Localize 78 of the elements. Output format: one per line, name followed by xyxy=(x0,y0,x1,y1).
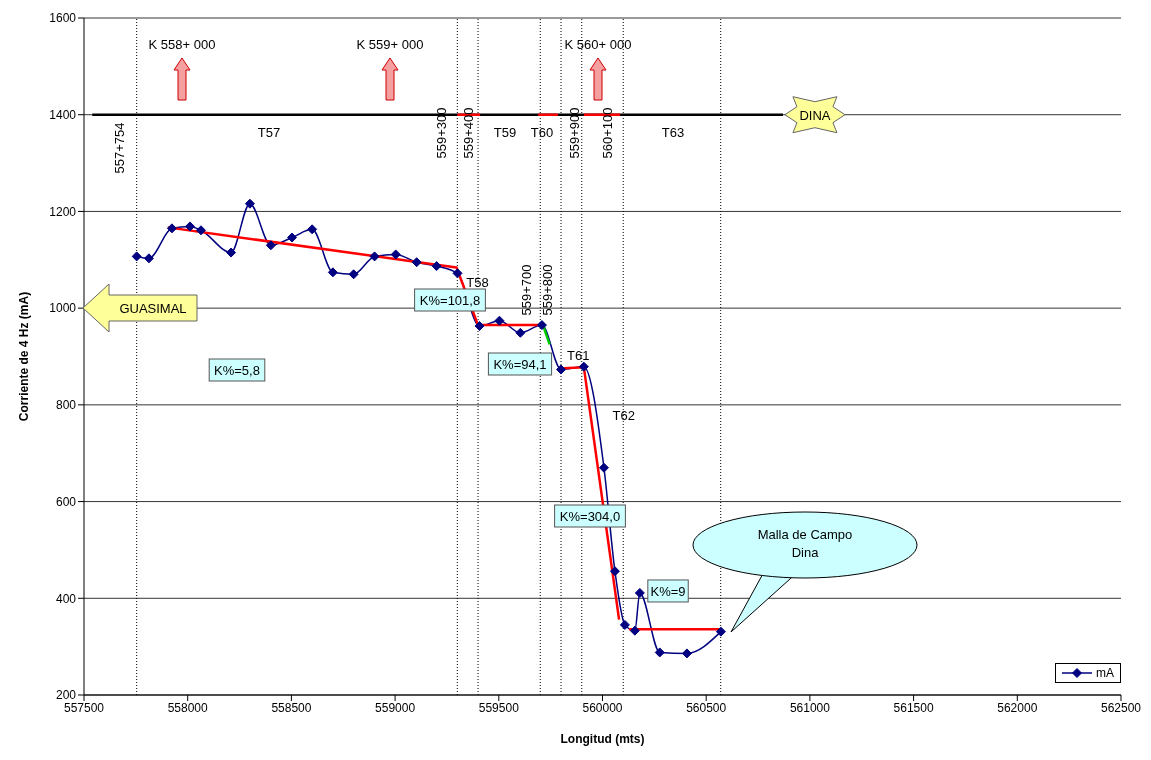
annotation: 559+700 xyxy=(519,264,534,316)
point xyxy=(598,462,609,473)
annotation: K 558+ 000 xyxy=(148,37,216,52)
y-tick-label: 1400 xyxy=(49,107,77,122)
legend-label: mA xyxy=(1096,666,1114,680)
y-tick-label: 600 xyxy=(55,494,77,509)
annotation: K 560+ 000 xyxy=(564,37,632,52)
annotation: T60 xyxy=(530,124,554,140)
annotation: K%=94,1 xyxy=(493,357,547,372)
point xyxy=(143,253,154,264)
x-tick-label: 561500 xyxy=(893,700,934,715)
x-tick-label: 562500 xyxy=(1100,700,1142,715)
point xyxy=(166,223,177,234)
annotation: 559+900 xyxy=(567,107,582,159)
point xyxy=(609,566,620,577)
point xyxy=(474,321,485,332)
x-tick-label: 557500 xyxy=(63,700,105,715)
point xyxy=(327,267,338,278)
point xyxy=(265,240,276,251)
y-axis-title: Corriente de 4 Hz (mA) xyxy=(17,291,32,422)
point xyxy=(184,221,195,232)
point xyxy=(578,361,589,372)
point xyxy=(494,315,505,326)
point xyxy=(226,247,237,258)
point xyxy=(629,625,640,636)
point xyxy=(195,225,206,236)
point xyxy=(244,198,255,209)
point xyxy=(536,320,547,331)
x-tick-label: 562000 xyxy=(997,700,1038,715)
y-tick-label: 1600 xyxy=(49,11,77,26)
annotation: K%=101,8 xyxy=(419,293,481,308)
point xyxy=(556,364,567,375)
annotation: T63 xyxy=(661,124,685,140)
y-tick-label: 800 xyxy=(55,398,77,413)
point xyxy=(390,249,401,260)
annotation: 557+754 xyxy=(112,122,127,174)
x-tick-label: 558000 xyxy=(167,700,209,715)
point xyxy=(431,261,442,272)
x-tick-label: 559500 xyxy=(478,700,520,715)
annotation: K%=9 xyxy=(650,583,686,599)
point xyxy=(287,232,298,243)
annotation: T62 xyxy=(612,407,635,423)
point xyxy=(131,251,142,262)
annotation: K%=304,0 xyxy=(559,509,621,524)
y-tick-label: 1200 xyxy=(49,204,77,219)
x-tick-label: 559000 xyxy=(375,700,416,715)
x-axis-title: Longitud (mts) xyxy=(560,732,645,746)
annotation: T58 xyxy=(466,275,489,291)
point xyxy=(369,251,380,262)
point xyxy=(654,647,665,658)
annotation: 559+800 xyxy=(540,264,555,316)
x-tick-label: 561000 xyxy=(789,700,831,715)
annotation: T57 xyxy=(257,124,281,140)
y-tick-label: 1000 xyxy=(49,301,77,316)
annotation: T61 xyxy=(567,347,590,363)
point xyxy=(619,619,630,630)
annotation: DINA xyxy=(799,107,831,123)
x-tick-label: 560000 xyxy=(582,700,623,715)
point xyxy=(452,268,463,279)
annotation: 560+100 xyxy=(600,107,615,159)
y-tick-label: 200 xyxy=(55,688,77,703)
point xyxy=(307,224,318,235)
y-tick-label: 400 xyxy=(55,591,77,606)
annotation: 559+300 xyxy=(434,107,449,159)
annotation: T59 xyxy=(493,124,517,140)
point xyxy=(348,269,359,280)
point xyxy=(715,626,726,637)
x-tick-label: 560500 xyxy=(686,700,727,715)
point xyxy=(681,648,692,659)
annotation: GUASIMAL xyxy=(119,301,187,316)
annotation: K 559+ 000 xyxy=(356,37,424,52)
annotation: K%=5,8 xyxy=(214,363,260,378)
annotation: Malla de Campo Dina xyxy=(757,527,853,560)
point xyxy=(515,327,526,338)
annotation: 559+400 xyxy=(461,107,476,159)
point xyxy=(411,257,422,268)
point xyxy=(634,587,645,598)
x-tick-label: 558500 xyxy=(271,700,312,715)
